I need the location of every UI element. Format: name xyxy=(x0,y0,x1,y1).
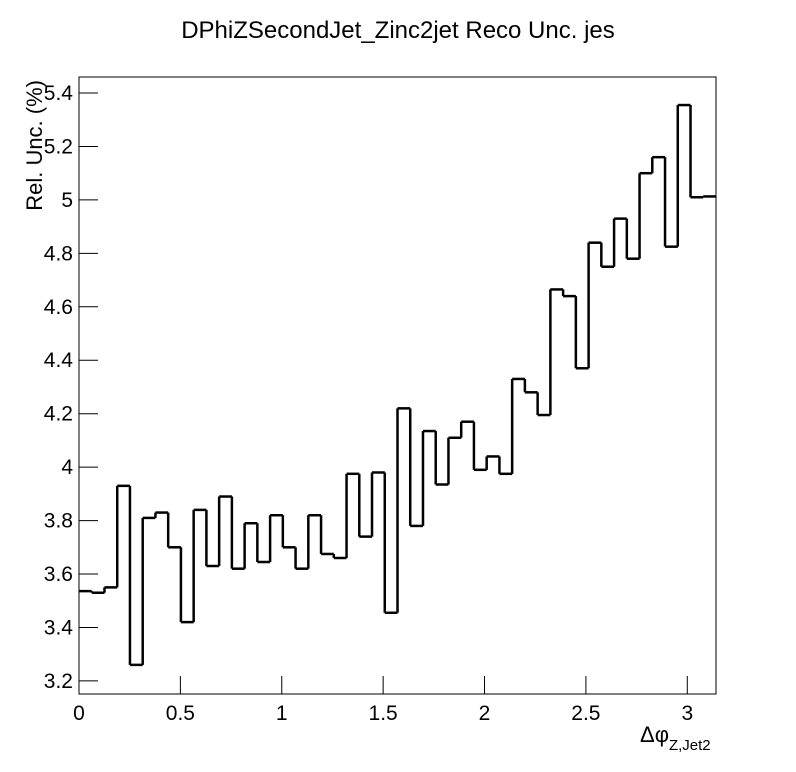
y-tick-label: 5 xyxy=(61,189,73,212)
x-tick-label: 3 xyxy=(681,702,693,725)
x-tick-label: 1 xyxy=(276,702,288,725)
x-tick-label: 2.5 xyxy=(571,702,600,725)
plot-frame xyxy=(78,76,717,695)
y-tick-label: 5.2 xyxy=(44,135,73,158)
y-tick-label: 4.2 xyxy=(44,403,73,426)
y-tick-label: 3.6 xyxy=(44,563,73,586)
x-axis-label-subscript: Z,Jet2 xyxy=(669,737,711,754)
y-tick-label: 4 xyxy=(61,456,73,479)
x-tick-label: 0 xyxy=(73,702,85,725)
x-axis-label: ΔφZ,Jet2 xyxy=(640,722,711,754)
y-tick-label: 4.4 xyxy=(44,349,74,372)
y-tick-label: 4.8 xyxy=(44,242,73,265)
y-tick-label: 3.4 xyxy=(44,616,74,639)
x-axis-label-main: Δφ xyxy=(640,722,669,747)
y-tick-label: 4.6 xyxy=(44,296,73,319)
x-tick-label: 1.5 xyxy=(369,702,398,725)
y-tick-label: 3.2 xyxy=(44,670,73,693)
y-tick-label: 5.4 xyxy=(44,82,74,105)
y-tick-label: 3.8 xyxy=(44,510,73,533)
chart-title: DPhiZSecondJet_Zinc2jet Reco Unc. jes xyxy=(181,17,615,44)
x-tick-label: 2 xyxy=(479,702,491,725)
x-tick-label: 0.5 xyxy=(166,702,195,725)
y-axis-label: Rel. Unc. (%) xyxy=(22,80,47,211)
